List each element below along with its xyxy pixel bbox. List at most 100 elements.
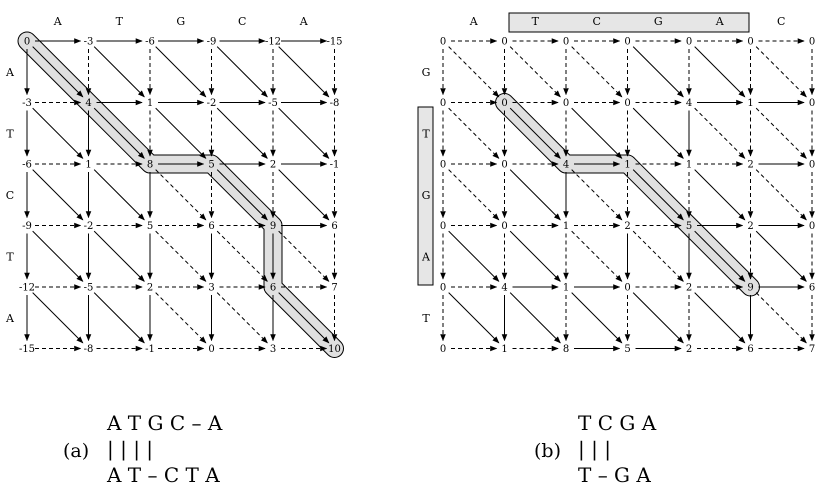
cell-score: 0 (501, 37, 507, 48)
left-sequence-letter: T (422, 312, 430, 325)
diagonal-edge (509, 107, 561, 159)
cell-score: 10 (328, 344, 341, 355)
diagonal-edge (278, 292, 330, 344)
top-sequence-letter: T (532, 15, 540, 28)
diagonal-edge (632, 292, 684, 344)
diagonal-edge (155, 107, 207, 159)
cell-score: 5 (147, 221, 153, 232)
top-sequence-letter: G (654, 15, 663, 28)
cell-score: 2 (686, 283, 692, 294)
cell-score: 4 (563, 160, 569, 171)
cell-score: 0 (440, 344, 446, 355)
cell-score: 1 (624, 160, 630, 171)
panel-b-left-highlight-box (417, 106, 434, 286)
cell-score: -2 (207, 98, 217, 109)
top-sequence-letter: T (116, 15, 124, 28)
cell-score: 5 (624, 344, 630, 355)
cell-score: 6 (208, 221, 214, 232)
cell-score: 0 (809, 221, 815, 232)
diagonal-edge (32, 292, 84, 344)
cell-score: -9 (22, 221, 32, 232)
cell-score: 1 (686, 160, 692, 171)
cell-score: 0 (440, 221, 446, 232)
diagonal-edge (694, 107, 746, 159)
cell-score: -2 (84, 221, 94, 232)
diagonal-edge (216, 107, 268, 159)
cell-score: 1 (747, 98, 753, 109)
diagonal-edge (32, 46, 84, 98)
cell-score: 0 (624, 37, 630, 48)
diagonal-edge (448, 169, 500, 221)
cell-score: -8 (330, 98, 340, 109)
cell-score: -1 (145, 344, 155, 355)
diagonal-edge (694, 292, 746, 344)
left-sequence-letter: A (5, 66, 15, 79)
cell-score: 3 (270, 344, 276, 355)
diagonal-edge (278, 107, 330, 159)
diagonal-edge (632, 107, 684, 159)
diagonal-edge (216, 230, 268, 282)
top-sequence-letter: C (238, 15, 246, 28)
panel-b-edges (440, 38, 815, 352)
diagonal-edge (694, 230, 746, 282)
panel-a-alignment-top: A T G C – A (106, 411, 223, 435)
cell-score: 0 (501, 98, 507, 109)
left-sequence-letter: G (422, 66, 431, 79)
panel-a-edges (24, 38, 338, 352)
panel-b-dp-matrix: 0 0 0 0 0 0 0 0 0 0 0 4 1 0 0 0 4 1 1 2 0 0 0 1 2 5 2 0 0 4 1 0 2 9 6 0 1 8 5 2… (417, 12, 815, 356)
cell-score: -1 (330, 160, 340, 171)
cell-score: -15 (19, 344, 35, 355)
cell-score: 0 (809, 37, 815, 48)
diagonal-edge (509, 230, 561, 282)
diagonal-edge (509, 169, 561, 221)
cell-score: -8 (84, 344, 94, 355)
diagonal-edge (694, 169, 746, 221)
cell-score: 0 (501, 160, 507, 171)
cell-score: 0 (563, 98, 569, 109)
diagonal-edge (755, 46, 807, 98)
cell-score: 2 (270, 160, 276, 171)
cell-score: 0 (624, 98, 630, 109)
cell-score: 0 (208, 344, 214, 355)
diagonal-edge (571, 230, 623, 282)
cell-score: -15 (326, 37, 342, 48)
cell-score: 0 (809, 98, 815, 109)
panel-b-scores: 0 0 0 0 0 0 0 0 0 0 0 4 1 0 0 0 4 1 1 2 0 0 0 1 2 5 2 0 0 4 1 0 2 9 6 0 1 8 5 2… (440, 37, 815, 356)
top-sequence-letter: C (777, 15, 785, 28)
diagonal-edge (93, 169, 145, 221)
cell-score: -6 (145, 37, 155, 48)
cell-score: 1 (563, 283, 569, 294)
cell-score: 1 (563, 221, 569, 232)
cell-score: 8 (147, 160, 153, 171)
panel-b-caption: (b) (534, 440, 561, 462)
top-sequence-letter: A (299, 15, 309, 28)
diagonal-edge (216, 292, 268, 344)
panel-a-dp-matrix: 0 -3 -6 -9 -12 -15-3 4 1 -2 -5 -8-6 1 8 5 2 -1-9 -2 5 6 9 6-… (5, 15, 344, 358)
diagonal-edge (571, 169, 623, 221)
cell-score: 6 (331, 221, 337, 232)
cell-score: 0 (747, 37, 753, 48)
diagonal-edge (571, 46, 623, 98)
panel-a-optimal-path (17, 31, 344, 358)
panel-a-scores: 0 -3 -6 -9 -12 -15-3 4 1 -2 -5 -8-6 1 8 5 2 -1-9 -2 5 6 9 6-… (19, 37, 343, 356)
diagonal-edge (32, 107, 84, 159)
cell-score: 0 (686, 37, 692, 48)
cell-score: 0 (624, 283, 630, 294)
left-sequence-letter: T (422, 127, 430, 140)
diagonal-edge (93, 107, 145, 159)
diagonal-edge (755, 230, 807, 282)
panel-a-caption: (a) (63, 440, 89, 462)
top-sequence-letter: A (469, 15, 479, 28)
cell-score: 1 (147, 98, 153, 109)
cell-score: 0 (440, 160, 446, 171)
cell-score: 3 (208, 283, 214, 294)
cell-score: 9 (747, 283, 753, 294)
diagonal-edge (155, 292, 207, 344)
cell-score: 2 (624, 221, 630, 232)
cell-score: -5 (268, 98, 278, 109)
cell-score: 5 (686, 221, 692, 232)
cell-score: 0 (563, 37, 569, 48)
left-sequence-letter: T (6, 127, 14, 140)
